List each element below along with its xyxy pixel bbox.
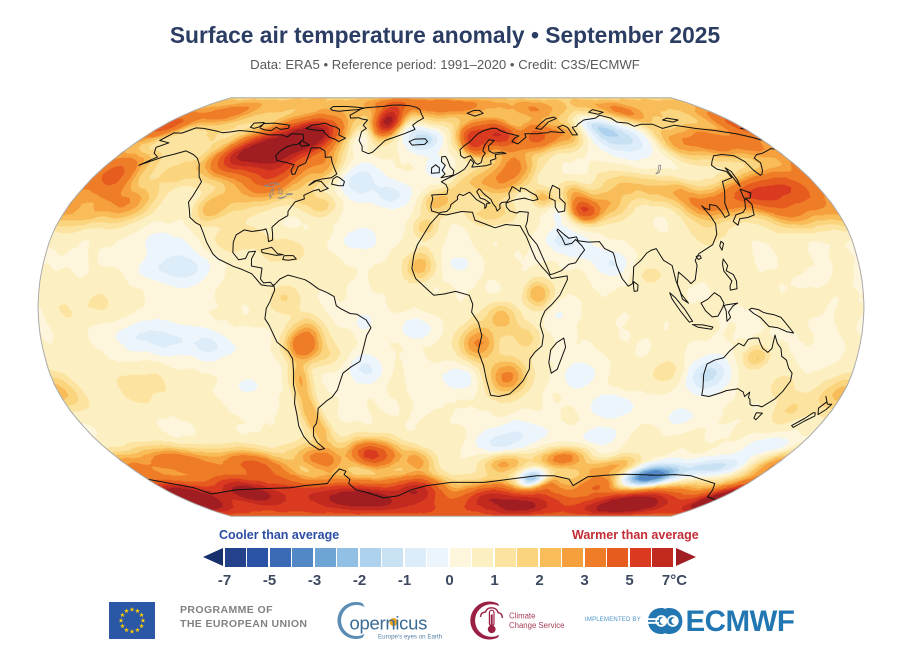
svg-text:Climate: Climate [509,612,535,621]
svg-text:opernicus: opernicus [350,613,428,634]
svg-text:Change Service: Change Service [509,621,564,630]
svg-text:Europe's eyes on Earth: Europe's eyes on Earth [378,634,443,641]
svg-text:ECMWF: ECMWF [686,608,795,634]
